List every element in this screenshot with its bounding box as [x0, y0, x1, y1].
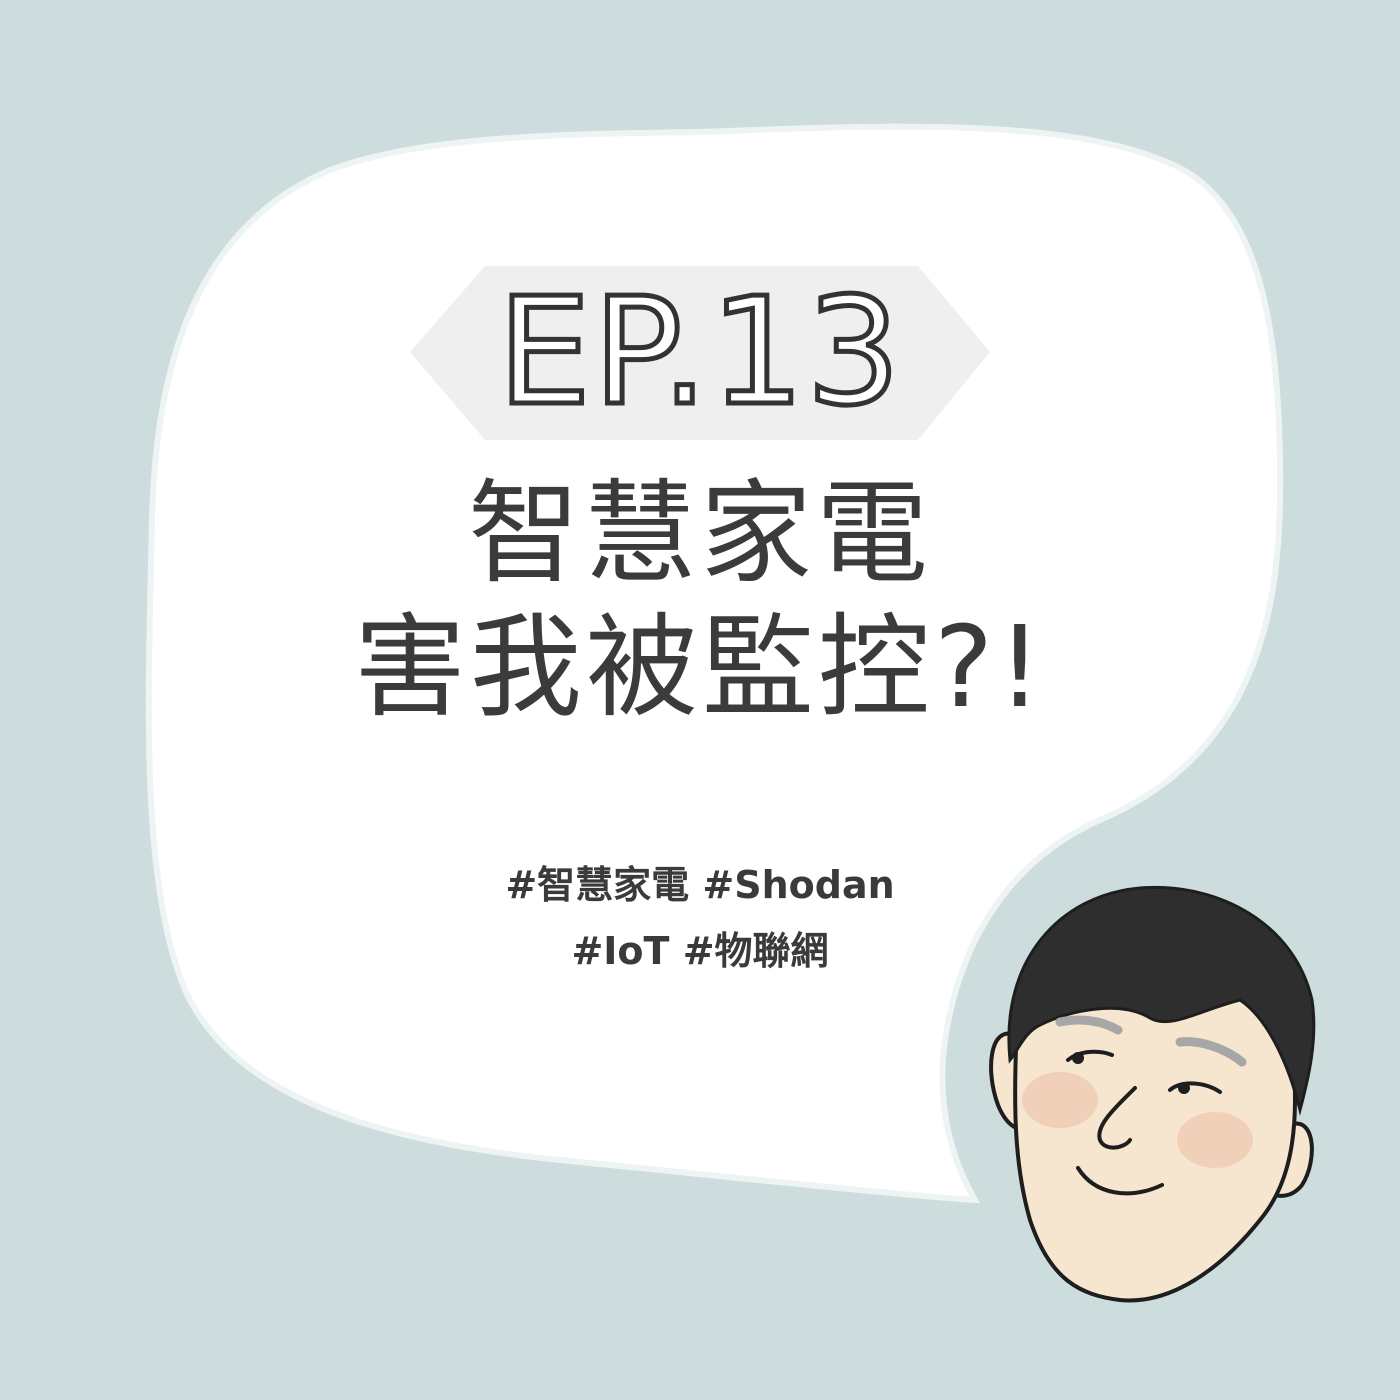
hashtags-line-1: #智慧家電 #Shodan — [505, 863, 895, 907]
episode-label: EP.13 — [495, 266, 903, 438]
nose — [1097, 1086, 1137, 1150]
speech-bubble — [145, 123, 1284, 1204]
cartoon-man-face-icon — [989, 885, 1316, 1303]
hair — [1007, 885, 1316, 1116]
hashtags-line-2: #IoT #物聯網 — [571, 929, 829, 973]
right-eyebrow — [1175, 1037, 1247, 1067]
right-eye — [1168, 1081, 1222, 1094]
left-eye — [1066, 1049, 1114, 1062]
smile — [1076, 1166, 1164, 1196]
left-cheek — [1022, 1072, 1098, 1128]
title-line-1: 智慧家電 — [468, 469, 932, 599]
left-eyebrow — [1055, 1015, 1123, 1035]
episode-banner — [410, 266, 990, 440]
right-cheek — [1177, 1112, 1253, 1168]
title-line-2: 害我被監控?! — [353, 603, 1047, 733]
